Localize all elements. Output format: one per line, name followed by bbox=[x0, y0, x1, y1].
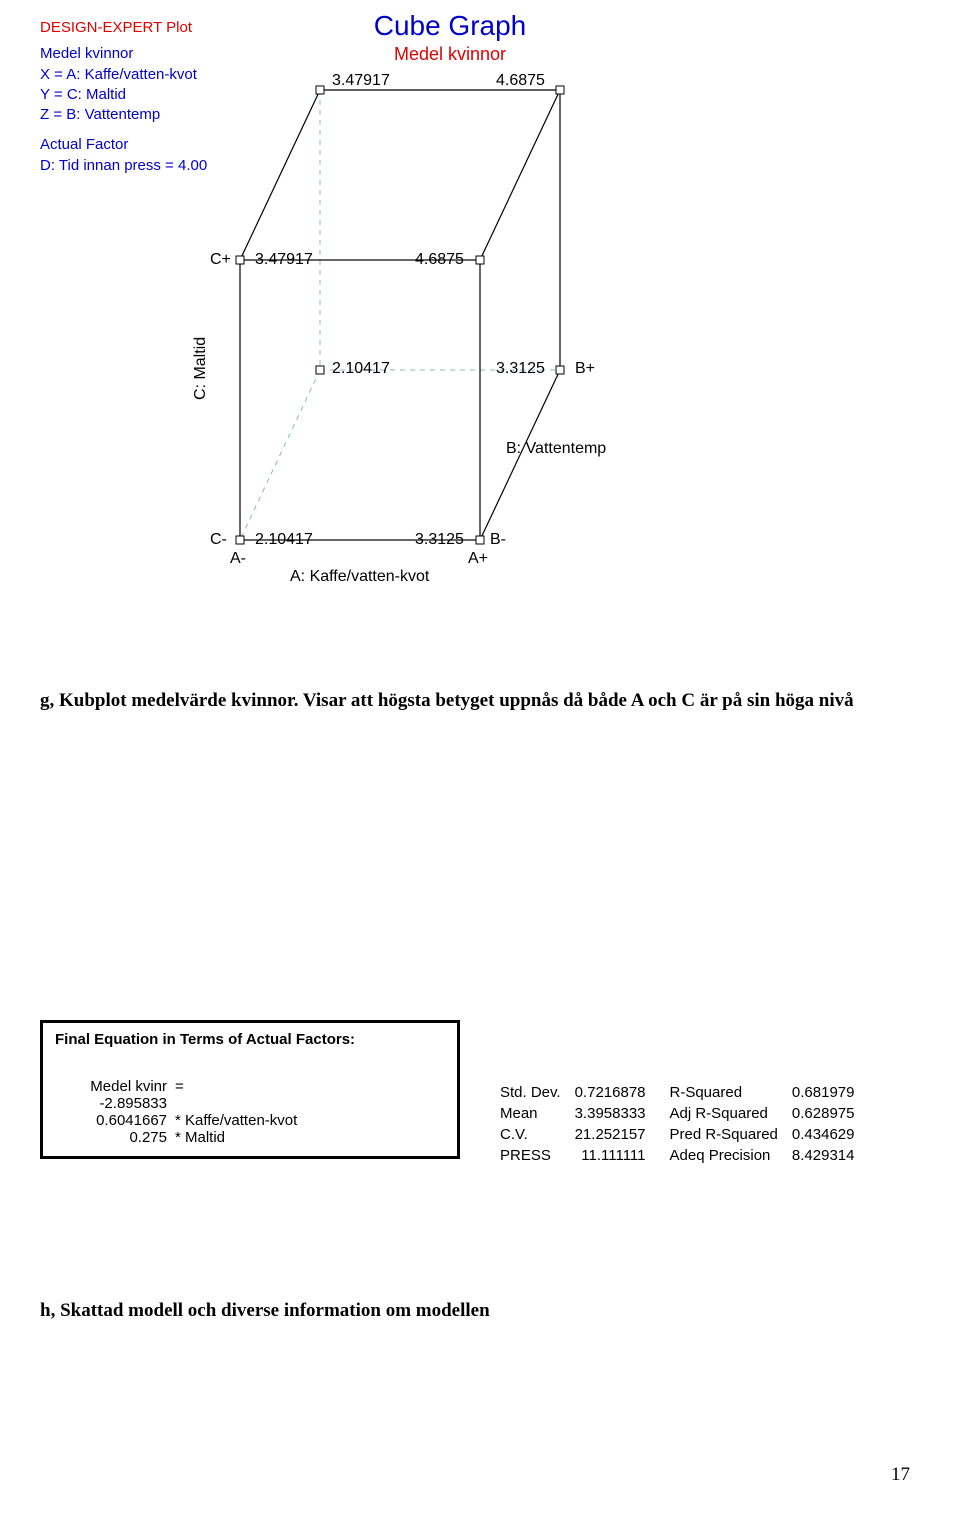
axis-a-label: A: Kaffe/vatten-kvot bbox=[290, 568, 429, 586]
plot-software-title: DESIGN-EXPERT Plot bbox=[40, 18, 207, 38]
table-row: PRESS 11.111111 Adeq Precision 8.429314 bbox=[500, 1145, 868, 1166]
cube-b-minus: B- bbox=[490, 531, 506, 549]
cube-value-back-top-right: 4.6875 bbox=[496, 72, 545, 90]
table-row: Std. Dev. 0.7216878 R-Squared 0.681979 bbox=[500, 1082, 868, 1103]
equation-row: -2.895833 bbox=[55, 1095, 445, 1112]
cube-c-minus: C- bbox=[210, 531, 227, 549]
cube-value-back-bot-left: 2.10417 bbox=[332, 360, 390, 378]
axis-c-label: C: Maltid bbox=[192, 337, 210, 400]
stats-table: Std. Dev. 0.7216878 R-Squared 0.681979 M… bbox=[500, 1082, 868, 1166]
cube-value-front-bot-right: 3.3125 bbox=[415, 531, 464, 549]
cube-a-minus: A- bbox=[230, 550, 246, 568]
cube-graph: 3.47917 4.6875 3.47917 4.6875 2.10417 3.… bbox=[160, 70, 680, 590]
cube-value-back-bot-right: 3.3125 bbox=[496, 360, 545, 378]
cube-c-plus: C+ bbox=[210, 251, 231, 269]
equation-row: 0.6041667 * Kaffe/vatten-kvot bbox=[55, 1112, 445, 1129]
graph-title-block: Cube Graph Medel kvinnor bbox=[300, 10, 600, 65]
cube-value-front-bot-left: 2.10417 bbox=[255, 531, 313, 549]
table-row: Mean 3.3958333 Adj R-Squared 0.628975 bbox=[500, 1103, 868, 1124]
cube-value-front-top-left: 3.47917 bbox=[255, 251, 313, 269]
table-row: C.V. 21.252157 Pred R-Squared 0.434629 bbox=[500, 1124, 868, 1145]
graph-title: Cube Graph bbox=[300, 10, 600, 42]
page-number: 17 bbox=[891, 1464, 910, 1486]
equation-header: Final Equation in Terms of Actual Factor… bbox=[55, 1031, 445, 1048]
caption-h: h, Skattad modell och diverse informatio… bbox=[40, 1300, 490, 1322]
equation-row: 0.275 * Maltid bbox=[55, 1129, 445, 1146]
cube-value-front-top-right: 4.6875 bbox=[415, 251, 464, 269]
cube-value-back-top-left: 3.47917 bbox=[332, 72, 390, 90]
caption-g: g, Kubplot medelvärde kvinnor. Visar att… bbox=[40, 690, 854, 712]
cube-a-plus: A+ bbox=[468, 550, 488, 568]
graph-subtitle: Medel kvinnor bbox=[300, 44, 600, 65]
equation-row: Medel kvinr = bbox=[55, 1078, 445, 1095]
axis-b-label: B: Vattentemp bbox=[506, 440, 606, 458]
equation-box: Final Equation in Terms of Actual Factor… bbox=[40, 1020, 460, 1159]
cube-b-plus: B+ bbox=[575, 360, 595, 378]
